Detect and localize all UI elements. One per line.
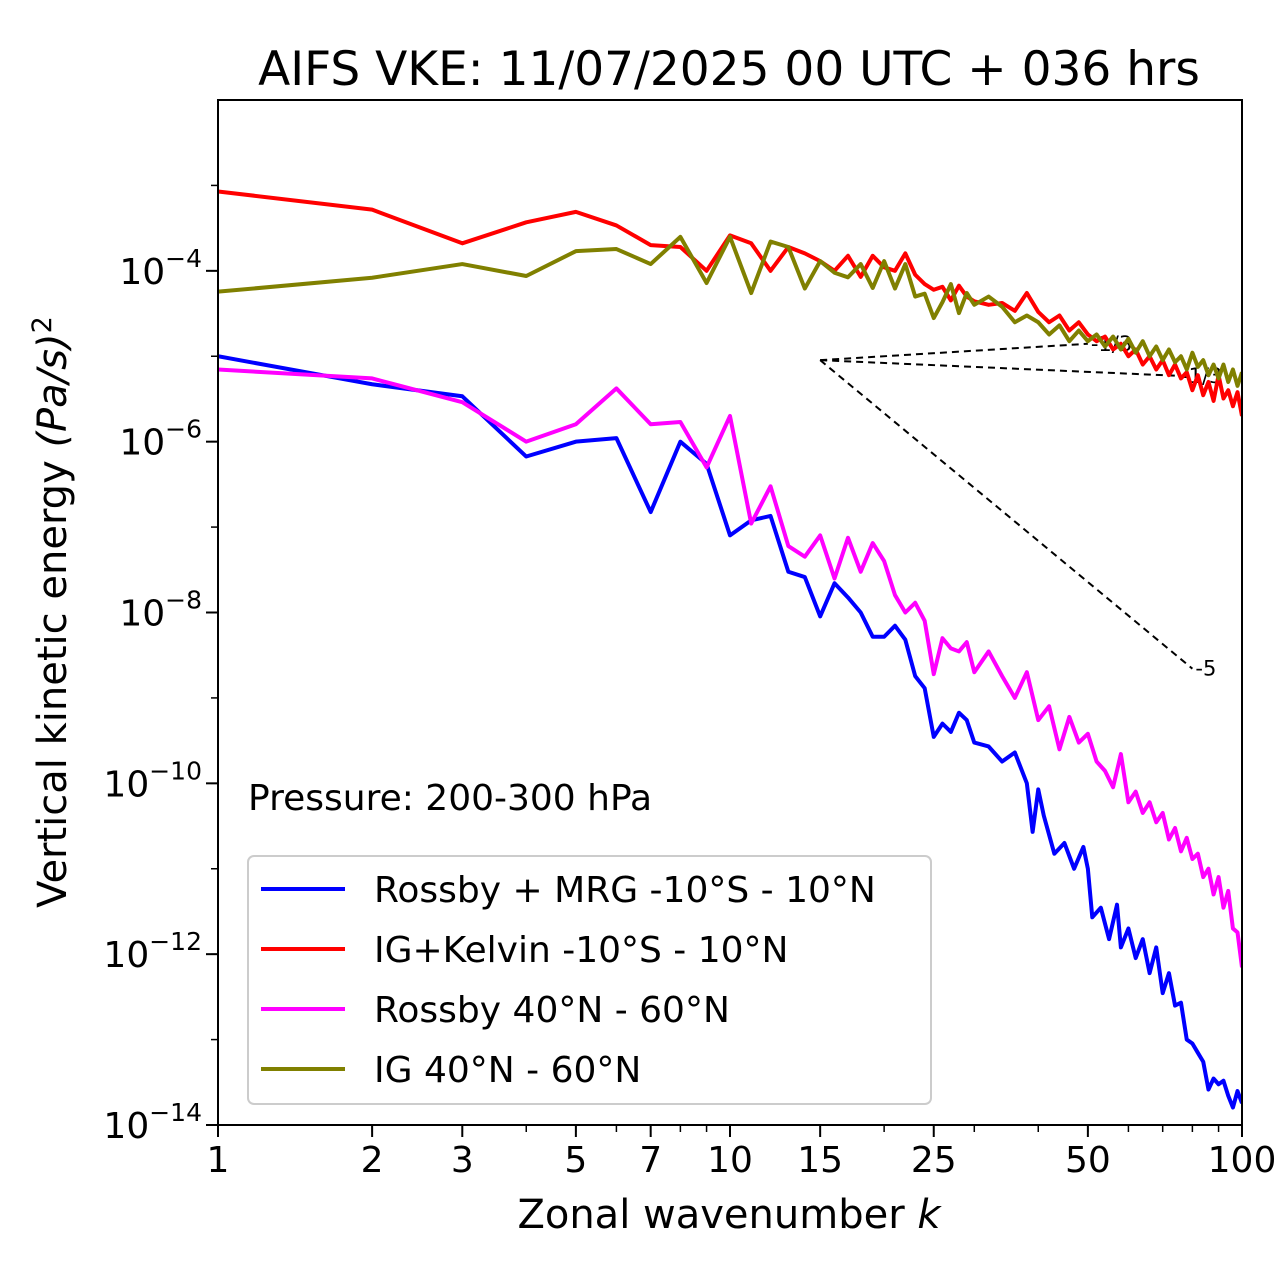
x-tick-label: 5 [564,1140,587,1181]
legend-label: Rossby 40°N - 60°N [374,990,730,1031]
chart-title: AIFS VKE: 11/07/2025 00 UTC + 036 hrs [258,42,1200,97]
series-line [218,354,1242,1110]
x-tick-label: 3 [451,1140,474,1181]
y-tick-exponent: −8 [165,586,202,615]
y-axis-label-unit-exp: 2 [27,316,58,333]
y-axis-label: Vertical kinetic energy (Pa/s)2 [27,316,76,908]
series-layer [218,189,1242,1110]
y-tick-exponent: −14 [149,1098,202,1127]
reference-slope-line [820,342,1088,362]
x-tick-label: 7 [639,1140,662,1181]
x-tick-label: 50 [1065,1140,1111,1181]
legend-label: IG 40°N - 60°N [374,1050,641,1091]
y-tick-exponent: −12 [149,927,202,956]
y-tick-label: 10−6 [119,415,202,464]
series-line [218,367,1242,968]
x-tick-label: 100 [1208,1140,1277,1181]
reference-slope-line [819,359,1194,670]
x-axis-label: Zonal wavenumber k [517,1192,942,1238]
tick-layer: 1 2 3 5 7 10 15 25 50 10010−410−610−810−1010−1210… [103,184,1277,1181]
y-tick-label: 10−4 [119,244,202,293]
y-tick-base: 10 [103,935,149,976]
y-tick-base: 10 [103,764,149,805]
x-tick-label: 15 [797,1140,843,1181]
y-tick-base: 10 [103,1106,149,1147]
legend-box [247,855,932,1105]
legend-label: IG+Kelvin -10°S - 10°N [374,930,788,971]
y-axis-label-text: Vertical kinetic energy [30,460,76,908]
x-axis-label-text: Zonal wavenumber [517,1192,905,1238]
y-tick-exponent: −6 [165,415,202,444]
y-tick-label: 10−12 [103,927,202,976]
reference-slope-line [820,359,1179,377]
y-tick-base: 10 [119,252,165,293]
plot-frame [217,99,1243,1126]
legend: Rossby + MRG -10°S - 10°N IG+Kelvin -10°S… [247,855,932,1105]
y-tick-label: 10−10 [103,756,202,805]
x-axis-label-var: k [917,1192,942,1238]
pressure-annotation: Pressure: 200-300 hPa [248,778,652,819]
x-tick-label: 10 [707,1140,753,1181]
legend-label: Rossby + MRG -10°S - 10°N [374,870,876,911]
series-line [218,234,1242,388]
y-axis-label-unit: (Pa/s) [30,333,76,447]
y-tick-exponent: −4 [165,244,202,273]
y-tick-base: 10 [119,423,165,464]
y-tick-label: 10−14 [103,1098,202,1147]
y-tick-label: 10−8 [119,586,202,635]
x-tick-label: 2 [361,1140,384,1181]
reference-slope-label: -5 [1195,657,1216,681]
x-tick-label: 25 [911,1140,957,1181]
reference-lines: -1/3-1/3-5 [819,332,1222,681]
y-tick-base: 10 [119,594,165,635]
y-tick-exponent: −10 [149,756,202,785]
x-tick-label: 1 [207,1140,230,1181]
